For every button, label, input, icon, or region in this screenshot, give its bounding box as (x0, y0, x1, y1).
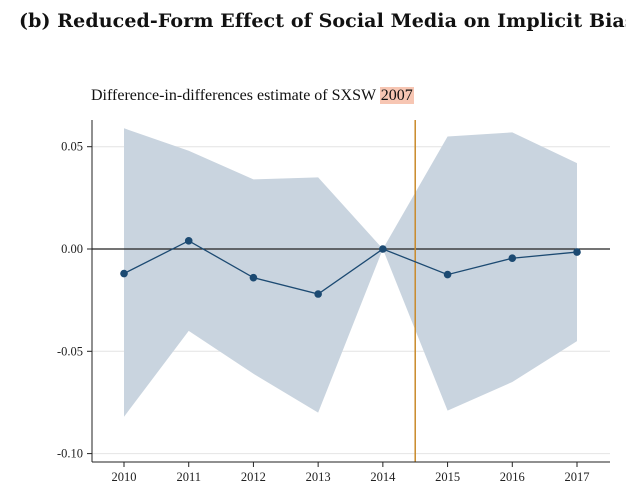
reference-lines (92, 120, 610, 462)
estimate-point (508, 254, 517, 263)
y-tick-label: -0.10 (57, 447, 83, 461)
page-title: (b) Reduced-Form Effect of Social Media … (19, 10, 626, 32)
estimate-point (249, 273, 258, 282)
x-tick-label: 2013 (306, 470, 331, 484)
y-tick-label: 0.05 (61, 140, 83, 154)
series-group (120, 237, 581, 298)
y-tick-label: 0.00 (61, 242, 83, 256)
estimate-point (184, 237, 193, 245)
axes: 0.05 0.00 -0.05 -0.10 2010 2011 2012 2013 2014 20… (57, 120, 610, 484)
x-tick-label: 2012 (241, 470, 266, 484)
y-tick-label: -0.05 (57, 344, 83, 358)
estimate-point (314, 290, 322, 298)
subtitle-text: Difference-in-differences estimate of SX… (91, 87, 376, 104)
x-tick-label: 2011 (176, 470, 201, 484)
estimate-point (573, 248, 581, 256)
estimate-point (379, 245, 387, 253)
x-tick-label: 2016 (500, 470, 525, 484)
confidence-band (124, 128, 577, 417)
estimate-point (120, 269, 128, 278)
x-tick-label: 2014 (370, 470, 396, 484)
confidence-band-group (124, 128, 577, 417)
estimate-line (123, 240, 578, 295)
subtitle-highlight: 2007 (379, 87, 414, 104)
x-tick-label: 2015 (435, 470, 460, 484)
x-tick-label: 2010 (112, 470, 137, 484)
x-tick-label: 2017 (565, 470, 590, 484)
estimate-point (443, 270, 452, 279)
chart-subtitle: Difference-in-differences estimate of SX… (91, 86, 414, 106)
